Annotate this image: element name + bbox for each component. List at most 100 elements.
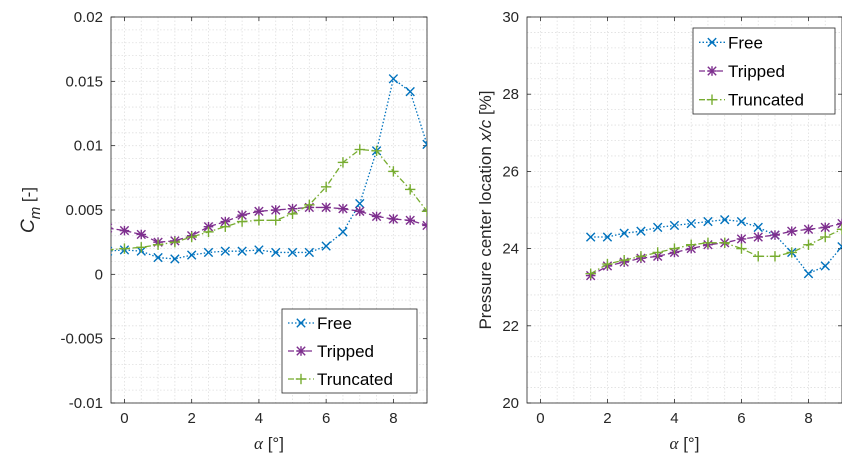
series-line-free <box>111 77 427 260</box>
data-point-truncated <box>371 145 382 157</box>
data-point-tripped <box>786 226 797 237</box>
data-point-tripped <box>770 230 780 240</box>
data-point-truncated <box>421 206 427 217</box>
x-tick-label: 6 <box>737 410 745 427</box>
y-tick-label: -0.005 <box>60 331 103 348</box>
data-point-tripped <box>371 211 382 222</box>
legend-marker-tripped <box>707 66 717 76</box>
data-point-truncated <box>236 216 248 227</box>
y-tick-label: 30 <box>502 9 519 26</box>
data-point-tripped <box>388 214 399 224</box>
data-point-truncated <box>836 224 842 235</box>
data-point-free <box>837 241 842 252</box>
data-point-tripped <box>270 205 281 215</box>
legend-marker-free <box>296 318 306 328</box>
y-tick-label: 0.005 <box>65 202 103 219</box>
legend-label-free: Free <box>728 33 763 52</box>
data-point-truncated <box>669 243 680 254</box>
legend-label-tripped: Tripped <box>728 62 785 81</box>
legend-marker-free <box>707 37 717 48</box>
y-tick-label: 20 <box>502 395 519 412</box>
data-point-free <box>304 247 315 258</box>
y-tick-label: 0 <box>95 266 103 283</box>
data-point-free <box>720 214 730 225</box>
x-tick-label: 0 <box>120 410 128 427</box>
axes-box <box>526 16 842 404</box>
series-line-truncated <box>111 148 427 251</box>
data-point-truncated <box>203 226 214 238</box>
data-point-truncated <box>169 236 181 248</box>
data-point-tripped <box>338 203 348 214</box>
data-point-free <box>287 247 298 258</box>
data-point-free <box>321 241 331 251</box>
data-point-tripped <box>254 206 264 217</box>
series-line-free <box>590 218 842 275</box>
data-point-tripped <box>803 224 814 235</box>
data-point-free <box>338 227 348 237</box>
data-point-truncated <box>404 184 416 195</box>
data-point-tripped <box>119 225 130 236</box>
data-point-tripped <box>136 229 147 240</box>
data-point-free <box>602 232 613 242</box>
x-tick-label: 8 <box>389 410 397 427</box>
data-point-truncated <box>111 249 113 251</box>
data-point-free <box>753 222 763 233</box>
y-axis-label: Cm [-] <box>18 187 44 233</box>
data-point-truncated <box>635 251 647 262</box>
data-point-truncated <box>719 237 730 249</box>
series-group <box>111 74 427 264</box>
legend: Free Tripped Truncated <box>281 308 418 394</box>
data-point-tripped <box>405 215 415 226</box>
data-point-free <box>736 216 747 227</box>
data-point-free <box>388 74 399 84</box>
data-point-tripped <box>321 202 331 213</box>
data-point-truncated <box>786 247 797 258</box>
x-tick-label: 4 <box>255 410 263 427</box>
x-tick-label: 0 <box>536 410 544 427</box>
data-point-free <box>669 220 680 231</box>
data-point-free <box>355 198 365 209</box>
data-point-truncated <box>287 208 298 220</box>
chart-moment-coefficient: 0 2 4 6 8 -0.01 -0.005 0 0.005 0.01 0.015 0.02 α [°]… <box>18 9 428 453</box>
data-point-truncated <box>702 237 714 249</box>
data-point-free <box>237 246 247 256</box>
legend-label-free: Free <box>317 314 352 333</box>
data-point-free <box>220 246 230 256</box>
data-point-free <box>422 139 427 150</box>
data-point-free <box>820 261 830 271</box>
data-point-free <box>153 252 163 263</box>
y-axis-label: Pressure center location x/c [%] <box>476 90 495 329</box>
data-point-free <box>619 228 629 238</box>
series-line-tripped <box>590 222 842 277</box>
series-line-tripped <box>111 206 427 243</box>
series-group <box>585 214 842 281</box>
data-point-truncated <box>652 247 663 258</box>
y-tick-label: 22 <box>502 318 519 335</box>
data-point-truncated <box>753 251 764 262</box>
data-point-free <box>170 254 180 264</box>
y-tick-label: 0.015 <box>65 73 103 90</box>
y-tick-label: 26 <box>502 163 519 180</box>
legend-label-truncated: Truncated <box>728 91 804 110</box>
data-point-truncated <box>585 268 596 279</box>
data-point-free <box>186 250 197 260</box>
data-point-free <box>803 268 814 279</box>
data-point-truncated <box>152 239 164 250</box>
x-tick-label: 6 <box>322 410 330 427</box>
data-point-truncated <box>270 215 281 226</box>
data-point-tripped <box>820 222 831 233</box>
series-line-truncated <box>590 228 842 275</box>
data-point-truncated <box>602 258 613 270</box>
data-point-truncated <box>119 243 130 254</box>
data-point-free <box>254 245 264 255</box>
data-point-free <box>405 86 415 97</box>
data-point-tripped <box>753 232 764 242</box>
y-tick-label: -0.01 <box>69 395 103 412</box>
data-point-tripped <box>354 206 365 217</box>
data-point-truncated <box>320 181 332 193</box>
data-point-truncated <box>304 199 315 211</box>
data-point-free <box>111 246 113 256</box>
